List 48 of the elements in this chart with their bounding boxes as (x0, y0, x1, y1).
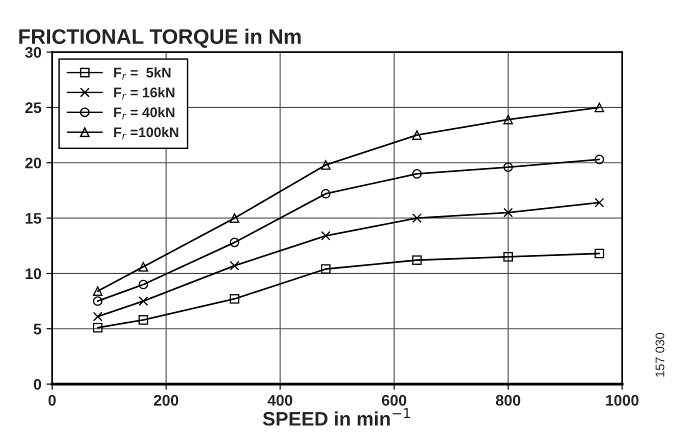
point (138, 296, 148, 306)
y-tick-label: 25 (25, 102, 42, 114)
point (503, 114, 513, 124)
point (594, 198, 604, 208)
y-tick-label: 30 (25, 46, 42, 58)
x-axis-title: SPEED in min$^{−1}$ (262, 408, 410, 426)
point (320, 264, 331, 274)
y-tick-label: 0 (34, 378, 42, 390)
point (594, 154, 604, 164)
point (412, 169, 422, 179)
point (412, 255, 422, 265)
point (92, 296, 103, 306)
point (138, 315, 148, 325)
x-tick-label: 800 (496, 394, 520, 406)
x-tick-label: 200 (154, 394, 178, 406)
point (503, 252, 513, 262)
y-tick-label: 15 (26, 213, 42, 224)
point (412, 213, 422, 223)
point (230, 294, 240, 304)
point (138, 280, 148, 290)
point (320, 188, 331, 199)
chart-title: FRICTIONAL TORQUE in Nm (19, 28, 301, 48)
point (503, 208, 513, 218)
y-tick-label: 5 (34, 324, 42, 334)
point (92, 322, 103, 332)
point (320, 160, 331, 170)
x-tick-label: 0 (48, 394, 56, 406)
point (230, 213, 240, 223)
y-tick-label: 10 (26, 268, 42, 280)
point (594, 248, 604, 258)
point (412, 130, 422, 140)
point (230, 260, 240, 270)
legend-label: F$_{r}$ =100kN (114, 126, 178, 140)
legend-label: F$_{r}$ = 40kN (114, 107, 174, 120)
legend-label: F$_{r}$ = 5kN (114, 67, 170, 80)
point (320, 231, 331, 241)
x-tick-label: 600 (382, 394, 406, 406)
point (138, 262, 148, 272)
x-tick-label: 1000 (606, 394, 639, 406)
point (230, 238, 240, 248)
point (92, 286, 103, 296)
text: 157 030 (656, 332, 664, 377)
point (92, 312, 103, 322)
legend-label: F$_{r}$ = 16kN (114, 87, 174, 100)
point (503, 162, 513, 172)
y-tick-label: 20 (25, 158, 42, 168)
point (594, 102, 604, 112)
x-tick-label: 400 (268, 394, 292, 406)
